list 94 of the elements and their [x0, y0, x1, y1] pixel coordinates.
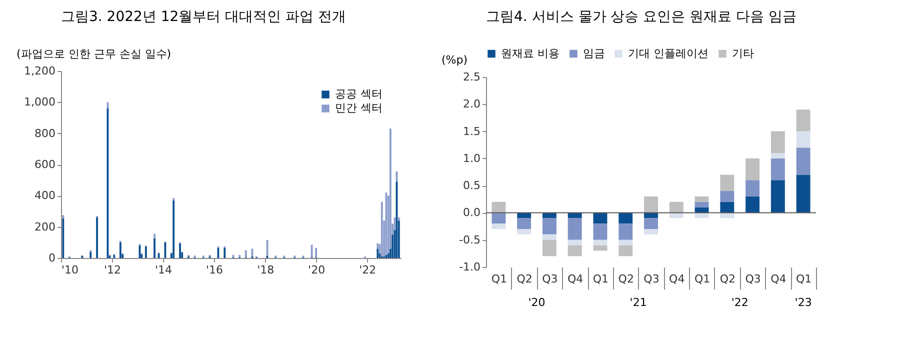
legend-label: 기타	[732, 46, 754, 60]
bar	[593, 224, 608, 240]
x-tick-label: Q1	[796, 272, 812, 286]
bar	[669, 202, 684, 213]
x-tick-label: Q2	[618, 272, 634, 286]
bar	[542, 212, 556, 218]
x-tick-label: '22	[359, 264, 376, 276]
bar	[694, 202, 709, 208]
y-tick-label: 400	[34, 189, 56, 202]
x-tick-label: '20	[308, 264, 326, 276]
x-tick-label: Q3	[542, 272, 558, 286]
bar	[720, 212, 734, 218]
legend-label: 공공 섹터	[335, 88, 382, 100]
y-tick-label: 200	[34, 220, 56, 234]
y-axis-title: (%p)	[442, 54, 468, 66]
y-axis-title: (파업으로 인한 근무 손실 일수)	[16, 48, 172, 60]
x-tick-label: Q1	[491, 272, 508, 286]
bar	[720, 191, 734, 202]
bar	[593, 212, 608, 224]
x-tick-label: '14	[155, 264, 172, 276]
bar	[644, 229, 658, 234]
y-tick-label: 1.0	[463, 152, 480, 165]
bar	[746, 196, 760, 213]
bar	[492, 202, 506, 213]
bar	[644, 212, 658, 218]
x-tick-label: Q4	[669, 272, 685, 286]
y-tick-label: 800	[34, 126, 56, 140]
x-tick-label: Q3	[644, 272, 660, 286]
bar	[796, 131, 810, 148]
y-tick-label: -1.0	[459, 260, 480, 274]
bar	[618, 224, 633, 240]
bar	[618, 245, 633, 256]
bar	[517, 212, 532, 218]
text: '21	[630, 296, 647, 309]
chart-title: 그림4. 서비스 물가 상승 요인은 원재료 다음 임금	[486, 9, 797, 25]
legend-label: 민간 섹터	[335, 102, 382, 114]
bar	[568, 245, 582, 256]
bar	[694, 196, 709, 202]
y-tick-label: -0.5	[459, 233, 480, 246]
y-tick-label: 0	[48, 252, 56, 264]
text: '22	[731, 296, 748, 309]
y-tick-label: 0.5	[463, 179, 480, 192]
bar	[618, 240, 633, 246]
bar	[720, 174, 734, 191]
x-tick-label: '10	[62, 264, 79, 276]
bar	[593, 240, 608, 246]
x-tick-label: Q4	[770, 272, 786, 286]
y-tick-label: 1.5	[463, 124, 480, 138]
text: '23	[794, 296, 812, 309]
bar	[644, 218, 658, 229]
bar	[746, 158, 760, 180]
x-tick-label: '18	[257, 264, 274, 276]
y-tick-label: 2.0	[463, 98, 480, 111]
y-tick-label: 600	[34, 158, 56, 171]
bar	[542, 234, 556, 240]
bar	[644, 196, 658, 213]
bar	[770, 180, 785, 213]
bar	[492, 224, 506, 229]
bar	[669, 212, 684, 218]
x-tick-label: Q4	[568, 272, 584, 286]
bar	[568, 212, 582, 218]
bar	[568, 240, 582, 246]
legend-label: 원재료 비용	[501, 46, 560, 60]
bar	[770, 153, 785, 158]
bar	[517, 229, 532, 234]
bar	[796, 174, 810, 213]
bar	[796, 148, 810, 175]
y-tick-label: 0.0	[463, 206, 480, 220]
x-tick-label: Q1	[592, 272, 609, 286]
chart-title: 그림3. 2022년 12월부터 대대적인 파업 전개	[61, 9, 346, 25]
bar	[796, 110, 810, 132]
bar	[492, 212, 506, 224]
x-tick-label: Q3	[745, 272, 761, 286]
bar	[568, 218, 582, 240]
bar	[542, 218, 556, 234]
text: '20	[528, 296, 546, 309]
y-tick-label: 1,000	[24, 96, 56, 109]
legend-label: 기대 인플레이션	[628, 46, 708, 60]
bar	[770, 158, 785, 180]
x-tick-label: '16	[206, 264, 224, 276]
x-tick-label: '12	[104, 264, 121, 276]
bar	[618, 212, 633, 224]
legend-label: 임금	[583, 46, 605, 60]
bar	[542, 240, 556, 256]
bar	[517, 218, 532, 229]
x-tick-label: Q2	[720, 272, 736, 286]
bar	[770, 131, 785, 153]
x-tick-label: Q1	[694, 272, 710, 286]
y-tick-label: 2.5	[463, 70, 480, 84]
bar	[746, 180, 760, 196]
bar	[694, 212, 709, 218]
bar	[720, 202, 734, 213]
y-tick-label: 1,200	[24, 64, 56, 78]
x-tick-label: Q2	[516, 272, 532, 286]
